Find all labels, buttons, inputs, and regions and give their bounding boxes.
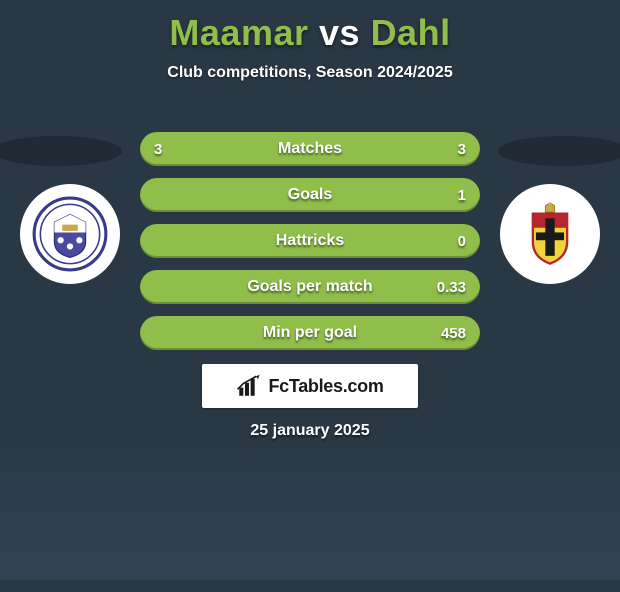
anderlecht-crest-icon — [31, 195, 109, 273]
comparison-title: Maamar vs Dahl — [0, 12, 620, 54]
player2-name: Dahl — [371, 12, 451, 53]
club-crest-right — [500, 184, 600, 284]
bar-chart-icon — [236, 373, 262, 399]
stat-row-goals-per-match: Goals per match 0.33 — [140, 270, 480, 304]
stat-value-left: 3 — [154, 141, 162, 158]
club-crest-left — [20, 184, 120, 284]
mechelen-crest-icon — [511, 195, 589, 273]
fctables-logo-box: FcTables.com — [202, 364, 418, 408]
stat-label: Min per goal — [263, 324, 357, 342]
subtitle: Club competitions, Season 2024/2025 — [0, 64, 620, 82]
stat-row-goals: Goals 1 — [140, 178, 480, 212]
player1-name: Maamar — [169, 12, 308, 53]
stat-value-right: 0.33 — [437, 279, 466, 296]
stat-row-min-per-goal: Min per goal 458 — [140, 316, 480, 350]
stat-row-matches: 3 Matches 3 — [140, 132, 480, 166]
oval-shadow-right — [498, 136, 620, 166]
stat-value-right: 458 — [441, 325, 466, 342]
stat-value-right: 3 — [458, 141, 466, 158]
stat-value-right: 1 — [458, 187, 466, 204]
stat-label: Hattricks — [276, 232, 344, 250]
vs-text: vs — [319, 12, 360, 53]
stat-rows: 3 Matches 3 Goals 1 Hattricks 0 Goals per match… — [140, 132, 480, 362]
stat-row-hattricks: Hattricks 0 — [140, 224, 480, 258]
stat-value-right: 0 — [458, 233, 466, 250]
stat-label: Goals per match — [247, 278, 372, 296]
brand-text: FcTables.com — [268, 376, 383, 397]
stat-label: Goals — [288, 186, 332, 204]
date-text: 25 january 2025 — [0, 422, 620, 440]
stat-label: Matches — [278, 140, 342, 158]
oval-shadow-left — [0, 136, 122, 166]
